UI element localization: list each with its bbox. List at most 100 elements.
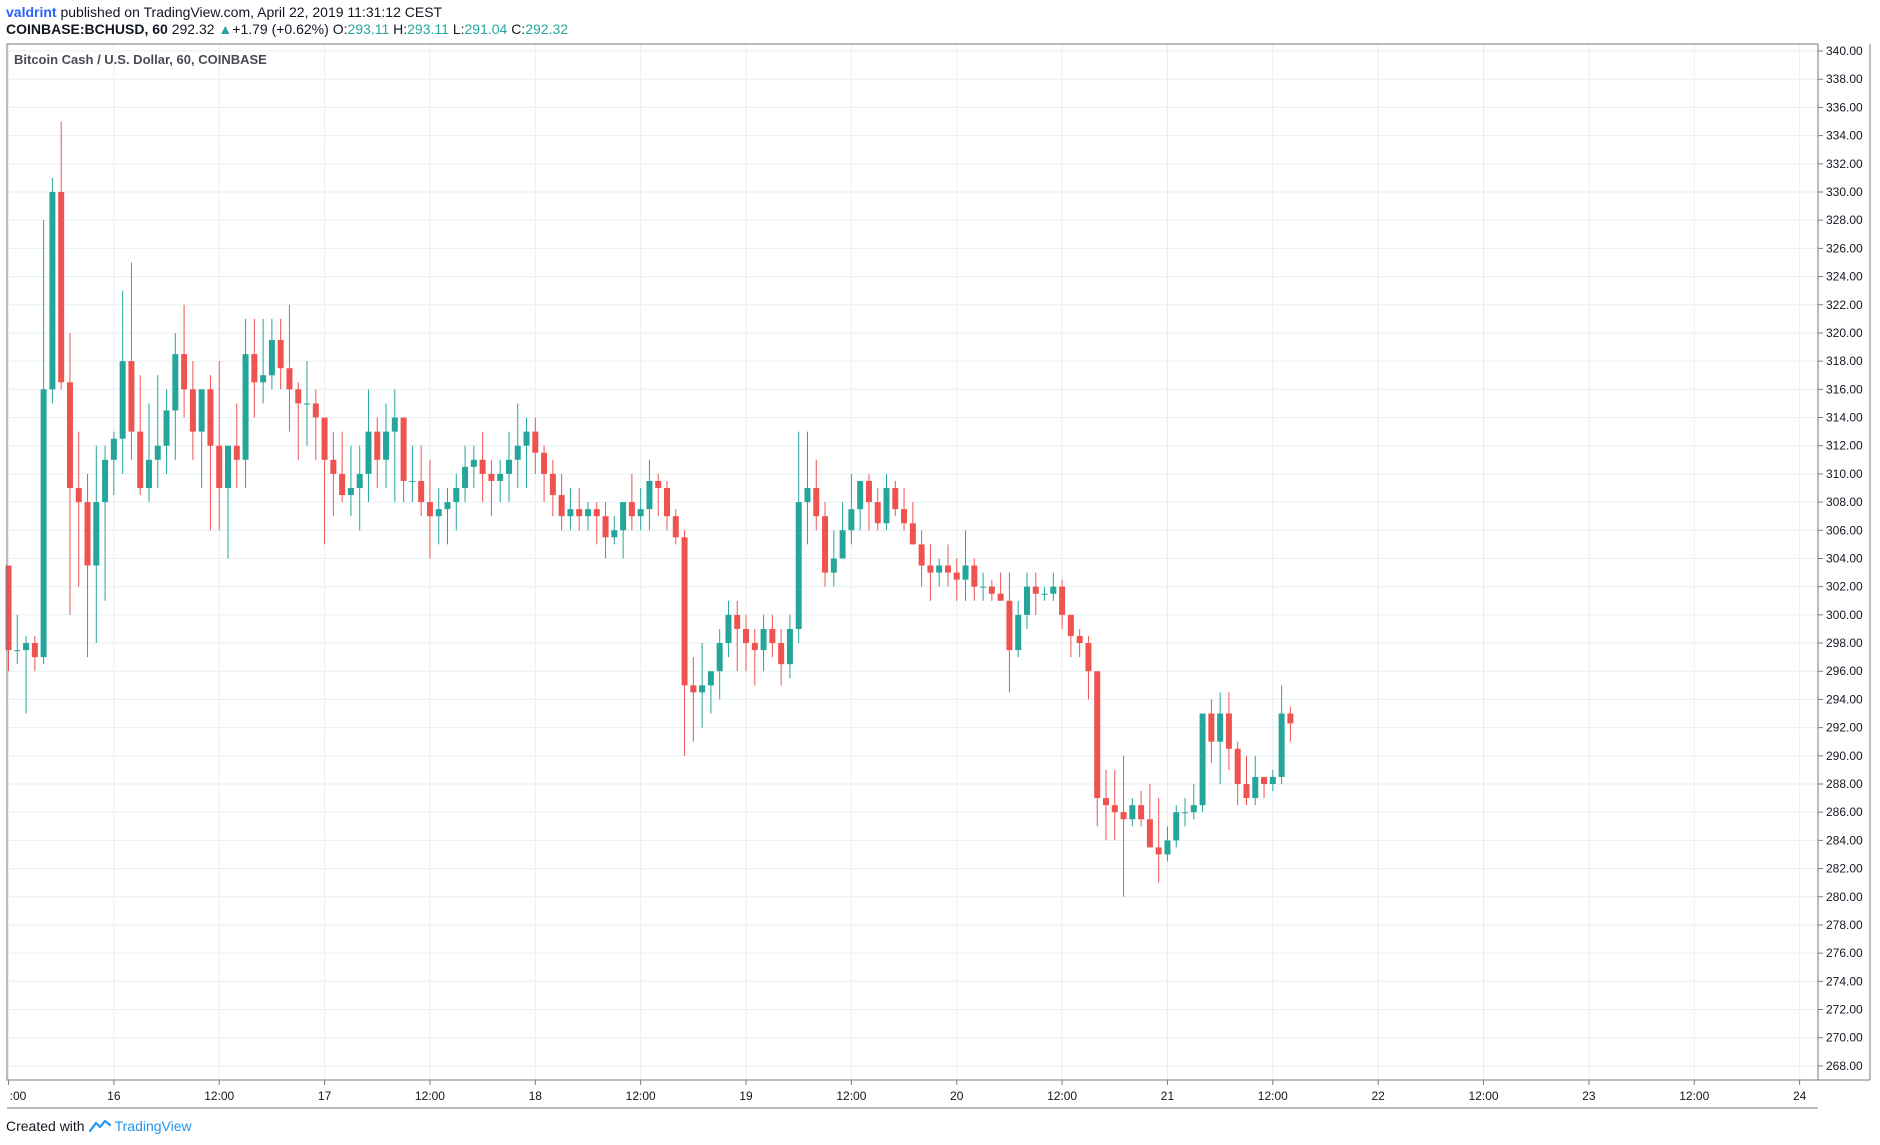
candle-down xyxy=(1243,755,1250,806)
quote-line: COINBASE:BCHUSD, 60 292.32 ▲+1.79 (+0.62… xyxy=(6,21,568,39)
y-tick-label: 276.00 xyxy=(1826,946,1863,960)
candle-body xyxy=(725,614,732,644)
x-tick-label: 12:00 xyxy=(415,1089,445,1103)
candle-down xyxy=(909,502,916,545)
grid xyxy=(7,44,1818,1080)
candle-up xyxy=(462,445,469,503)
candle-down xyxy=(1155,798,1162,883)
candle-body xyxy=(769,628,776,644)
candle-body xyxy=(251,354,258,383)
candle-down xyxy=(927,544,934,601)
candle-body xyxy=(268,340,275,376)
candle-body xyxy=(892,488,899,510)
y-tick-label: 312.00 xyxy=(1826,439,1863,453)
candle-body xyxy=(760,628,767,651)
candle-up xyxy=(1217,692,1224,784)
candle-up xyxy=(365,389,372,503)
candle-down xyxy=(295,382,302,460)
candle-body xyxy=(1155,847,1162,855)
candle-body xyxy=(312,403,319,418)
candle-up xyxy=(23,636,30,714)
candle-up xyxy=(409,445,416,503)
candle-up xyxy=(198,389,205,488)
candle-body xyxy=(1217,713,1224,742)
candle-body xyxy=(189,389,196,432)
tradingview-brand-link[interactable]: TradingView xyxy=(114,1118,192,1134)
candle-body xyxy=(75,488,82,503)
candle-body xyxy=(154,445,161,460)
candle-down xyxy=(751,628,758,686)
y-tick-label: 304.00 xyxy=(1826,551,1863,565)
candle-down xyxy=(128,262,135,460)
candle-body xyxy=(1067,614,1074,636)
x-tick-label: 22 xyxy=(1372,1089,1386,1103)
candle-body xyxy=(225,445,231,488)
candle-up xyxy=(1252,755,1259,806)
candle-body xyxy=(655,480,662,488)
candle-body xyxy=(848,509,855,531)
close-label: C: xyxy=(511,21,526,37)
candle-down xyxy=(233,403,240,488)
candle-body xyxy=(743,628,750,644)
candle-body xyxy=(857,480,864,510)
candle-body xyxy=(874,502,881,524)
candle-up xyxy=(795,431,802,644)
candle-up xyxy=(786,614,793,679)
candle-body xyxy=(260,375,267,383)
candle-down xyxy=(549,459,556,517)
candle-body xyxy=(321,417,328,460)
candle-up xyxy=(804,431,811,545)
candle-down xyxy=(488,459,495,517)
candle-down xyxy=(813,459,820,531)
candle-up xyxy=(304,361,311,446)
created-with-text: Created with xyxy=(6,1118,85,1134)
candle-body xyxy=(514,445,521,460)
candle-body xyxy=(102,459,109,503)
time-axis[interactable]: :00 16 12:00 17 12:00 18 12:00 19 12:00 20 12:00 21… xyxy=(8,1080,1807,1103)
candle-down xyxy=(426,459,433,559)
change-up-icon: ▲ xyxy=(218,21,233,37)
y-tick-label: 338.00 xyxy=(1826,72,1863,86)
price-axis[interactable]: 268.00 270.00 272.00 274.00 276.00 278.00 280.… xyxy=(1818,44,1863,1073)
candle-down xyxy=(75,431,82,587)
candle-body xyxy=(172,354,179,411)
y-tick-label: 288.00 xyxy=(1826,777,1863,791)
candle-down xyxy=(769,614,776,658)
tradingview-logo-icon xyxy=(88,1119,111,1133)
y-tick-label: 336.00 xyxy=(1826,100,1863,114)
x-tick-label: 12:00 xyxy=(204,1089,234,1103)
candle-body xyxy=(1225,713,1232,749)
candle-up xyxy=(260,318,267,404)
candle-body xyxy=(699,685,706,693)
candle-up xyxy=(444,488,451,545)
candle-down xyxy=(944,544,951,587)
candle-down xyxy=(312,389,319,460)
candle-body xyxy=(1120,812,1127,820)
candle-down xyxy=(602,502,609,559)
candle-up xyxy=(611,516,618,545)
candle-up xyxy=(102,445,109,601)
candle-body xyxy=(602,516,609,538)
change-text: +1.79 (+0.62%) xyxy=(232,21,329,37)
candle-down xyxy=(181,304,188,418)
candle-up xyxy=(567,488,574,531)
y-tick-label: 324.00 xyxy=(1826,270,1863,284)
candle-body xyxy=(1094,671,1101,799)
candle-body xyxy=(58,192,65,383)
candle-up xyxy=(356,445,363,531)
candle-up xyxy=(1190,784,1197,820)
candle-body xyxy=(628,502,635,517)
candle-up xyxy=(857,480,864,531)
candle-body xyxy=(365,431,372,474)
candle-body xyxy=(181,354,188,390)
candle-body xyxy=(198,389,205,432)
candle-down xyxy=(1146,784,1153,848)
author-link[interactable]: valdrint xyxy=(6,4,57,20)
candle-body xyxy=(400,417,407,481)
candle-body xyxy=(786,628,793,665)
x-tick-label: 16 xyxy=(107,1089,121,1103)
y-tick-label: 302.00 xyxy=(1826,580,1863,594)
candle-body xyxy=(374,431,381,460)
candle-up xyxy=(383,403,390,488)
